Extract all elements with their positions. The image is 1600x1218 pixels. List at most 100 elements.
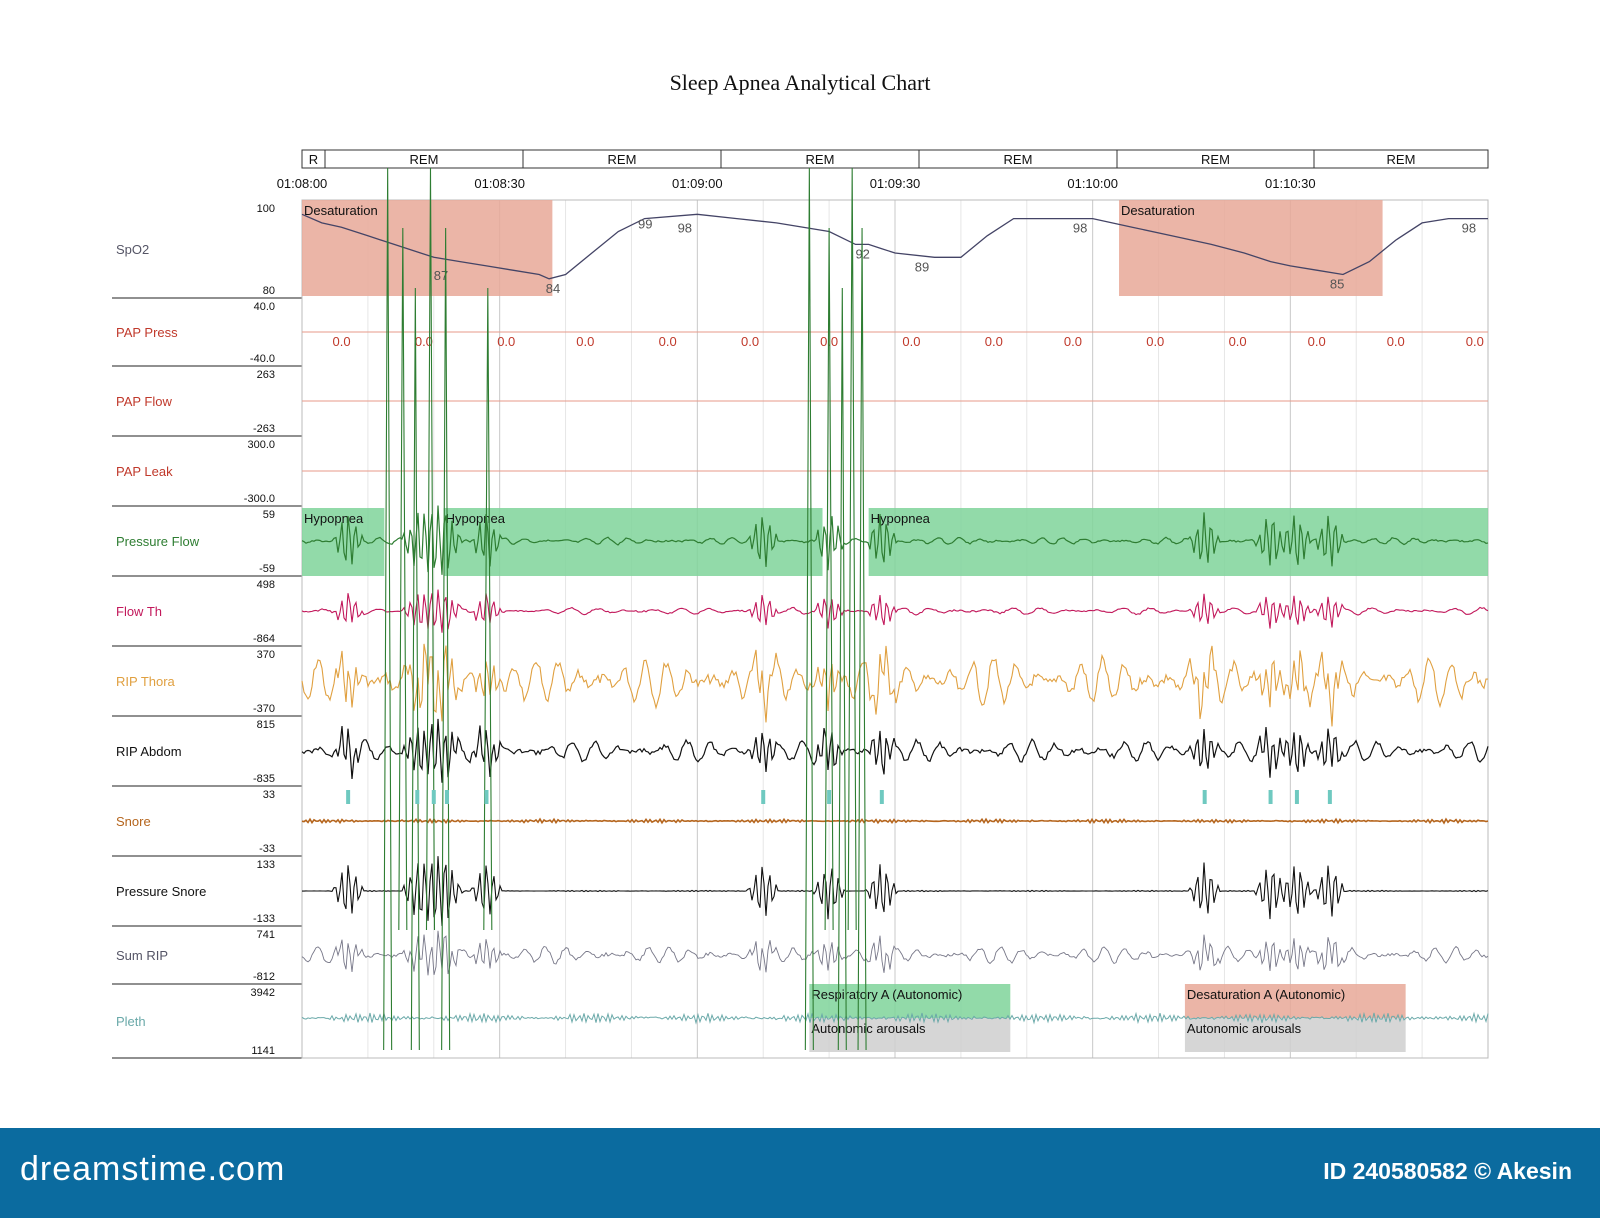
event-label: Desaturation A (Autonomic) [1187, 987, 1345, 1002]
polysomnography-chart: R REM REM REM REM REM REM 01:08:00 01:08:30 01:09… [112, 149, 1489, 1059]
time-tick-label: 01:08:30 [474, 176, 525, 191]
artifact-spike [383, 167, 393, 1051]
channel-label: RIP Thora [116, 674, 176, 689]
stage-label: REM [1387, 152, 1416, 167]
sleep-stage-bar [301, 149, 1489, 169]
channel-max-label: 33 [263, 789, 275, 801]
channel-label: Snore [116, 814, 151, 829]
artifact-spike [425, 167, 436, 931]
plot-frame [301, 199, 1489, 1059]
artifact-spike [837, 287, 847, 1051]
time-tick-label: 01:10:30 [1265, 176, 1316, 191]
channel-min-label: 1141 [251, 1045, 275, 1057]
stage-label: REM [1201, 152, 1230, 167]
event-box [1119, 200, 1383, 296]
spo2-value-label: 98 [1462, 221, 1476, 236]
event-label: Hypopnea [871, 511, 931, 526]
pap-press-value: 0.0 [1146, 334, 1164, 349]
channel-max-label: 133 [257, 859, 275, 871]
footer-image-id: ID 240580582 © Akesin [1323, 1158, 1572, 1184]
channel-min-label: -864 [253, 633, 275, 645]
event-label: Hypopnea [446, 511, 506, 526]
snore-marker [827, 790, 832, 804]
snore-marker [1268, 790, 1273, 804]
artifact-spike [857, 227, 867, 1051]
spo2-value-label: 99 [638, 216, 652, 231]
spo2-value-label: 89 [915, 259, 929, 274]
event-box [809, 984, 1011, 1018]
time-tick-label: 01:10:00 [1067, 176, 1118, 191]
snore-trace [301, 817, 1489, 825]
event-label: Autonomic arousals [811, 1021, 926, 1036]
snore-marker [346, 790, 351, 804]
stage-label: REM [1004, 152, 1033, 167]
channel-label: PAP Leak [116, 464, 173, 479]
snore-marker [444, 790, 449, 804]
channel-min-label: -133 [253, 913, 275, 925]
snore-marker [415, 790, 420, 804]
event-label: Desaturation [304, 203, 378, 218]
snore-marker [1202, 790, 1207, 804]
event-label: Autonomic arousals [1187, 1021, 1302, 1036]
spo2-value-label: 98 [678, 221, 692, 236]
pleth-trace [301, 1011, 1489, 1025]
snore-marker [1327, 790, 1332, 804]
snore-marker [879, 790, 884, 804]
spo2-value-label: 84 [546, 281, 560, 296]
pap-press-value: 0.0 [415, 334, 433, 349]
channel-min-label: -59 [259, 563, 275, 575]
time-tick-label: 01:08:00 [277, 176, 328, 191]
time-tick-label: 01:09:00 [672, 176, 723, 191]
snore-marker [1294, 790, 1299, 804]
pap-press-value: 0.0 [332, 334, 350, 349]
time-tick-label: 01:09:30 [870, 176, 921, 191]
artifact-spike [824, 227, 834, 931]
chart-title: Sleep Apnea Analytical Chart [669, 70, 931, 95]
channel-min-label: -370 [253, 703, 275, 715]
channel-min-label: -40.0 [250, 353, 275, 365]
channel-max-label: 59 [263, 509, 275, 521]
snore-marker [484, 790, 489, 804]
spo2-value-label: 98 [1073, 221, 1087, 236]
artifact-spike [441, 227, 451, 1051]
spo2-trace [301, 213, 1488, 280]
channel-min-label: -812 [253, 971, 275, 983]
artifact-spike [398, 227, 408, 931]
channel-label: Pressure Flow [116, 534, 200, 549]
channel-max-label: 815 [257, 719, 275, 731]
channel-label: Sum RIP [116, 948, 168, 963]
artifact-spike [410, 287, 420, 1051]
footer-brand: dreamstime.com [20, 1150, 286, 1188]
channel-max-label: 100 [257, 203, 275, 215]
flow-th-trace [301, 589, 1489, 633]
sum-rip-trace [301, 930, 1489, 976]
channel-min-label: -835 [253, 773, 275, 785]
rip-abdom-trace [301, 718, 1489, 783]
channel-min-label: -263 [253, 423, 275, 435]
channel-max-label: 3942 [251, 987, 275, 999]
pap-press-value: 0.0 [1229, 334, 1247, 349]
event-box [302, 200, 553, 296]
pap-press-value: 0.0 [1387, 334, 1405, 349]
footer-bar: dreamstime.com ID 240580582 © Akesin [0, 1128, 1600, 1218]
pap-press-value: 0.0 [741, 334, 759, 349]
stage-label: R [309, 152, 318, 167]
pap-press-value: 0.0 [1466, 334, 1484, 349]
channel-label: Flow Th [116, 604, 162, 619]
event-label: Desaturation [1121, 203, 1195, 218]
channel-label: RIP Abdom [116, 744, 182, 759]
stage-label: REM [608, 152, 637, 167]
artifact-spike [847, 167, 857, 931]
stage-label: REM [806, 152, 835, 167]
channel-min-label: -300.0 [244, 493, 275, 505]
event-label: Respiratory A (Autonomic) [811, 987, 962, 1002]
pap-press-value: 0.0 [659, 334, 677, 349]
snore-marker [431, 790, 436, 804]
pressure-flow-trace [301, 505, 1489, 575]
event-box [1184, 1018, 1406, 1052]
pap-press-value: 0.0 [1308, 334, 1326, 349]
channel-label: Pressure Snore [116, 884, 206, 899]
event-box [443, 508, 823, 576]
event-box [1184, 984, 1406, 1018]
channel-max-label: 741 [257, 929, 275, 941]
